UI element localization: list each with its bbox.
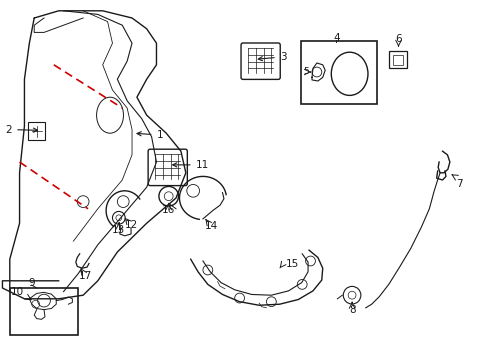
Text: 11: 11	[172, 160, 208, 170]
Circle shape	[266, 297, 276, 307]
Text: 4: 4	[332, 33, 339, 43]
Bar	[392, 55, 403, 65]
Bar	[388, 51, 407, 68]
Text: 1: 1	[137, 130, 163, 140]
Text: 15: 15	[285, 258, 299, 269]
Text: 7: 7	[455, 179, 462, 189]
Text: 16: 16	[162, 204, 175, 215]
Text: 9: 9	[28, 278, 35, 288]
Text: 13: 13	[112, 225, 125, 235]
Text: 10: 10	[11, 287, 23, 297]
Text: 2: 2	[5, 125, 38, 135]
Text: 12: 12	[124, 220, 138, 230]
Text: 6: 6	[394, 34, 401, 44]
Circle shape	[297, 279, 306, 289]
Bar	[28, 122, 45, 140]
Circle shape	[234, 293, 244, 303]
Text: 3: 3	[258, 52, 286, 62]
Text: 17: 17	[79, 271, 92, 282]
Text: 14: 14	[204, 221, 218, 231]
Bar	[300, 41, 376, 104]
Text: 5: 5	[303, 68, 308, 77]
Circle shape	[203, 265, 212, 275]
Circle shape	[305, 256, 315, 266]
Text: 8: 8	[348, 305, 355, 315]
Bar	[10, 288, 78, 335]
